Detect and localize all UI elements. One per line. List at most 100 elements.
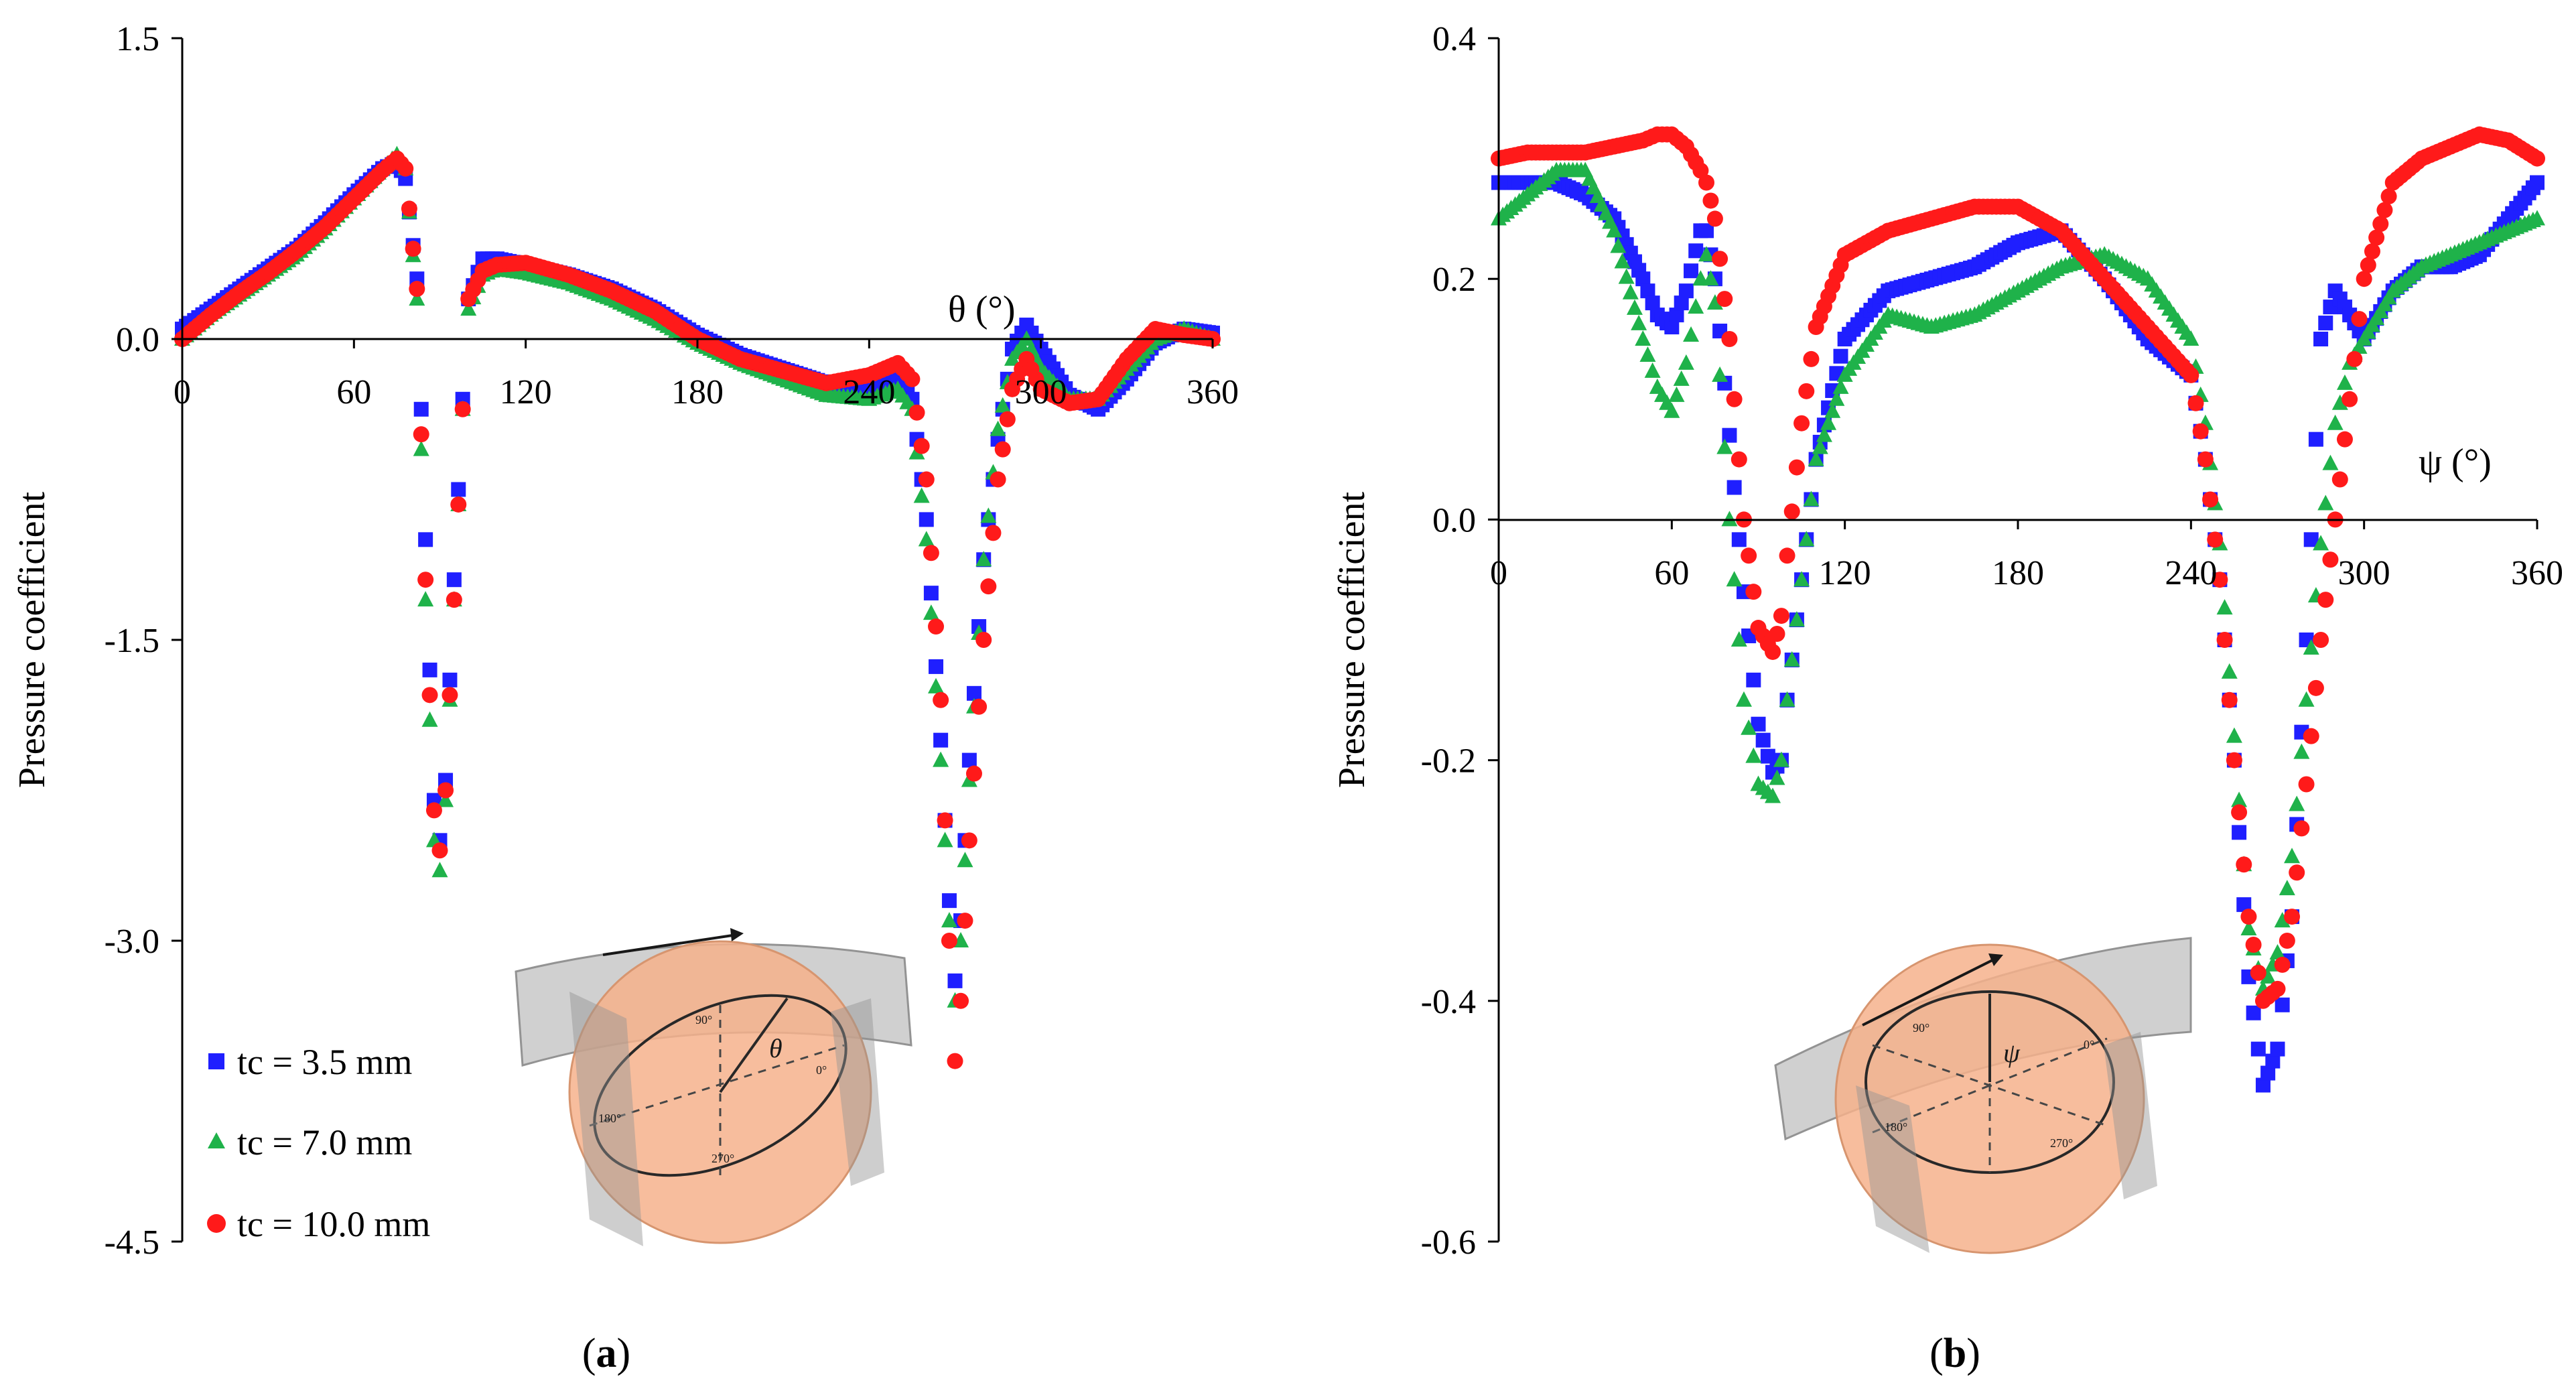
data-point-tc-7-0-mm <box>2298 691 2315 707</box>
data-point-tc-7-0-mm <box>994 397 1011 413</box>
x-tick-label: 120 <box>1819 554 1871 592</box>
data-point-tc-7-0-mm <box>941 912 957 928</box>
data-point-tc-3-5-mm <box>2246 1005 2261 1020</box>
data-point-tc-10-0-mm <box>2212 572 2228 588</box>
panel-a-label-180: 180° <box>598 1112 621 1125</box>
data-point-tc-10-0-mm <box>425 802 442 819</box>
data-point-tc-7-0-mm <box>1803 490 1820 507</box>
panel-b-dash-3 <box>1872 1037 2108 1134</box>
data-point-tc-10-0-mm <box>2231 804 2248 821</box>
data-point-tc-7-0-mm <box>1606 222 1623 238</box>
data-point-tc-7-0-mm <box>1702 270 1719 286</box>
panel-b-x-ticks: 0 60 120 180 240 300 360 <box>1490 520 2563 592</box>
data-point-tc-7-0-mm <box>1769 769 1785 785</box>
data-point-tc-10-0-mm <box>1783 503 1800 520</box>
data-point-tc-10-0-mm <box>2279 933 2295 949</box>
panel-b-x-axis-title: ψ (°) <box>2419 442 2492 483</box>
data-point-tc-10-0-mm <box>2303 728 2319 744</box>
data-point-tc-7-0-mm <box>1741 719 1757 735</box>
data-point-tc-7-0-mm <box>2317 494 2334 511</box>
data-point-tc-7-0-mm <box>2322 454 2339 470</box>
data-point-tc-10-0-mm <box>923 545 939 561</box>
data-point-tc-10-0-mm <box>2372 216 2389 232</box>
data-point-tc-7-0-mm <box>1726 571 1743 587</box>
legend-label-tc-10-0: tc = 10.0 mm <box>237 1204 430 1244</box>
panel-a-y-axis-title: Pressure coefficient <box>11 492 53 789</box>
data-point-tc-7-0-mm <box>1668 386 1685 402</box>
data-point-tc-10-0-mm <box>2274 956 2291 973</box>
data-point-tc-7-0-mm <box>2336 374 2353 390</box>
data-point-tc-10-0-mm <box>2216 632 2233 648</box>
data-point-tc-3-5-mm <box>1674 295 1689 311</box>
x-tick-label: 240 <box>843 373 895 411</box>
data-point-tc-3-5-mm <box>1664 320 1680 335</box>
data-point-tc-7-0-mm <box>2274 912 2291 928</box>
data-point-tc-10-0-mm <box>928 618 945 635</box>
x-tick-label: 360 <box>1187 373 1239 411</box>
data-point-tc-10-0-mm <box>1773 608 1789 624</box>
data-point-tc-3-5-mm <box>2303 532 2319 547</box>
data-point-tc-3-5-mm <box>418 532 433 547</box>
data-point-tc-10-0-mm <box>450 496 467 513</box>
data-point-tc-7-0-mm <box>2289 795 2305 811</box>
panel-b-y-axis-title: Pressure coefficient <box>1331 492 1373 789</box>
legend-marker-tc-3-5 <box>208 1053 224 1069</box>
data-point-tc-3-5-mm <box>2232 825 2247 840</box>
data-point-tc-10-0-mm <box>2207 531 2224 548</box>
panel-b-brace-wall-right <box>2104 1032 2157 1199</box>
data-point-tc-10-0-mm <box>965 765 982 782</box>
panel-a-x-ticks: 0 60 120 180 240 300 360 <box>174 339 1239 411</box>
panel-a-label-270: 270° <box>711 1152 734 1165</box>
data-point-tc-7-0-mm <box>460 300 477 316</box>
x-tick-label: 240 <box>2165 554 2217 592</box>
x-tick-label: 120 <box>500 373 552 411</box>
data-point-tc-10-0-mm <box>1721 331 1738 347</box>
data-point-tc-10-0-mm <box>2269 980 2286 997</box>
data-point-tc-7-0-mm <box>1664 402 1680 418</box>
data-point-tc-3-5-mm <box>947 973 963 988</box>
data-point-tc-10-0-mm <box>1803 350 1820 367</box>
data-point-tc-7-0-mm <box>1626 299 1643 315</box>
data-point-tc-10-0-mm <box>2289 864 2305 881</box>
data-point-tc-10-0-mm <box>2356 271 2372 287</box>
data-point-tc-7-0-mm <box>1706 294 1723 310</box>
data-point-tc-7-0-mm <box>1678 354 1694 370</box>
data-point-tc-7-0-mm <box>2303 639 2319 655</box>
panel-a-arrowhead-icon <box>730 928 744 941</box>
legend-label-tc-7-0: tc = 7.0 mm <box>237 1122 412 1162</box>
x-tick-label: 360 <box>2511 554 2563 592</box>
panel-a-markers <box>174 145 1221 1069</box>
data-point-tc-7-0-mm <box>2260 968 2277 984</box>
data-point-tc-10-0-mm <box>1788 459 1805 476</box>
panel-a-x-axis-title: θ (°) <box>948 289 1016 330</box>
data-point-tc-7-0-mm <box>2226 727 2242 743</box>
data-point-tc-7-0-mm <box>2529 210 2545 226</box>
panel-a-label-0: 0° <box>816 1063 827 1077</box>
data-point-tc-7-0-mm <box>1824 402 1841 418</box>
data-point-tc-7-0-mm <box>1644 362 1661 378</box>
data-point-tc-10-0-mm <box>1765 643 1781 660</box>
data-point-tc-7-0-mm <box>923 604 939 620</box>
data-point-tc-3-5-mm <box>446 572 462 588</box>
data-point-tc-10-0-mm <box>2221 691 2238 708</box>
data-point-tc-7-0-mm <box>1716 438 1733 454</box>
data-point-tc-3-5-mm <box>1669 308 1684 323</box>
data-point-tc-3-5-mm <box>442 672 458 687</box>
data-point-tc-10-0-mm <box>918 471 935 488</box>
data-point-tc-3-5-mm <box>2265 1053 2281 1069</box>
data-point-tc-7-0-mm <box>1788 611 1805 627</box>
data-point-tc-10-0-mm <box>1731 451 1747 468</box>
panel-a-label-90: 90° <box>695 1013 712 1026</box>
panel-a-theta-ray <box>719 997 789 1093</box>
data-point-tc-10-0-mm <box>2331 471 2348 488</box>
data-point-tc-10-0-mm <box>2317 592 2334 608</box>
data-point-tc-10-0-mm <box>2313 632 2329 648</box>
data-point-tc-10-0-mm <box>1726 391 1743 407</box>
data-point-tc-3-5-mm <box>1833 348 1848 364</box>
panel-b-label-0: 0° <box>2084 1038 2094 1051</box>
data-point-tc-3-5-mm <box>2313 332 2329 346</box>
data-point-tc-7-0-mm <box>1635 330 1651 346</box>
data-point-tc-7-0-mm <box>1731 631 1747 647</box>
data-point-tc-3-5-mm <box>2255 1077 2270 1093</box>
